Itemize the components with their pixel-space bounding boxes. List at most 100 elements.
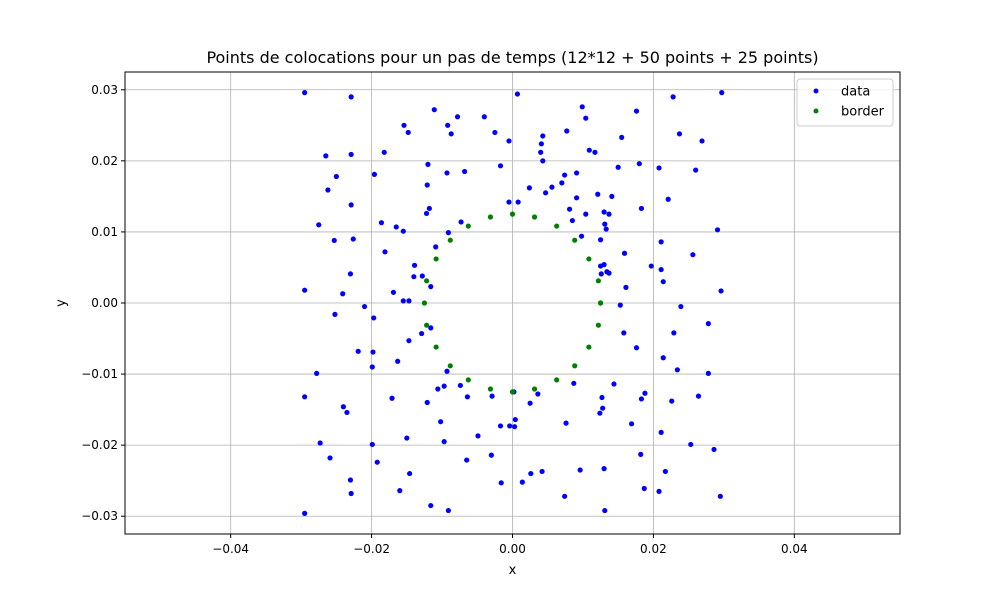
data-point [714,227,721,233]
data-point [514,91,521,97]
border-point [424,278,430,284]
border-point [447,237,453,243]
data-point [457,382,463,389]
data-point [378,220,385,226]
data-point [656,488,662,494]
data-point [370,349,376,355]
data-point [574,195,580,201]
data-point [519,479,525,485]
data-point [669,398,675,404]
data-point [642,390,648,396]
data-point [611,381,617,387]
series-data [302,90,725,516]
data-point [569,217,575,224]
data-point [395,358,401,364]
data-point [348,202,354,208]
ticks: −0.04 −0.02 0.00 0.02 0.04 −0.03 −0.02 −0.01 0.0… [81,83,807,556]
data-point [628,421,635,427]
data-point [621,250,628,256]
series-border [421,211,604,395]
data-point [636,161,642,167]
data-point [662,468,668,475]
data-point [454,114,461,120]
data-point [382,249,388,255]
data-point [325,187,331,193]
data-point [331,237,337,244]
border-point [509,389,516,395]
data-point [492,129,498,136]
data-point [371,315,377,321]
border-point [531,386,538,392]
data-point [347,271,354,277]
data-point [562,493,568,499]
data-point [302,90,308,96]
data-point [527,400,533,406]
border-point [531,214,538,220]
data-point [423,210,430,217]
data-point [424,182,430,188]
data-point [464,394,471,400]
data-point [445,507,451,514]
data-point [475,433,481,439]
data-point [602,507,608,514]
data-point [302,394,308,400]
data-point [404,435,410,441]
data-point [623,284,629,290]
data-point [619,134,625,140]
data-point [340,404,347,410]
data-point [497,423,504,429]
data-point [543,190,549,196]
data-point [369,364,375,370]
data-point [461,168,468,175]
data-point [633,108,640,114]
data-point [405,129,411,136]
data-point [717,493,723,499]
data-point [665,196,671,202]
data-point [512,416,518,423]
data-point [458,219,464,225]
data-point [566,206,573,212]
border-point [465,223,471,229]
legend-label-data: data [841,85,870,100]
data-point [419,330,425,337]
data-point [393,224,399,230]
data-point [361,303,368,310]
data-point [419,273,425,279]
border-point [487,214,494,220]
data-point [302,510,308,516]
border-point [595,278,601,284]
data-point [658,266,664,273]
data-point [615,164,621,170]
data-point [350,236,356,242]
data-point [638,451,644,457]
data-point [316,222,322,228]
data-point [448,131,454,137]
border-point [465,377,471,383]
data-point [633,345,640,351]
data-point [348,94,354,100]
data-point [638,205,645,212]
data-point [579,104,585,110]
data-point [609,193,615,199]
border-point [595,322,601,328]
data-point [688,441,694,448]
data-point [464,457,470,463]
data-point [592,149,598,155]
data-point [574,170,580,176]
data-point [481,114,487,120]
border-point [487,386,494,392]
data-point [671,330,677,336]
border-point [572,237,578,243]
data-point [660,279,666,285]
data-point [438,419,444,425]
data-point [718,288,724,294]
data-point [597,237,604,243]
data-point [711,446,717,453]
data-point [371,171,378,177]
data-point [606,211,612,217]
data-point [445,230,451,236]
y-tick-label: −0.01 [81,367,118,381]
data-point [406,338,412,344]
data-point [327,455,333,461]
data-point [400,298,406,304]
